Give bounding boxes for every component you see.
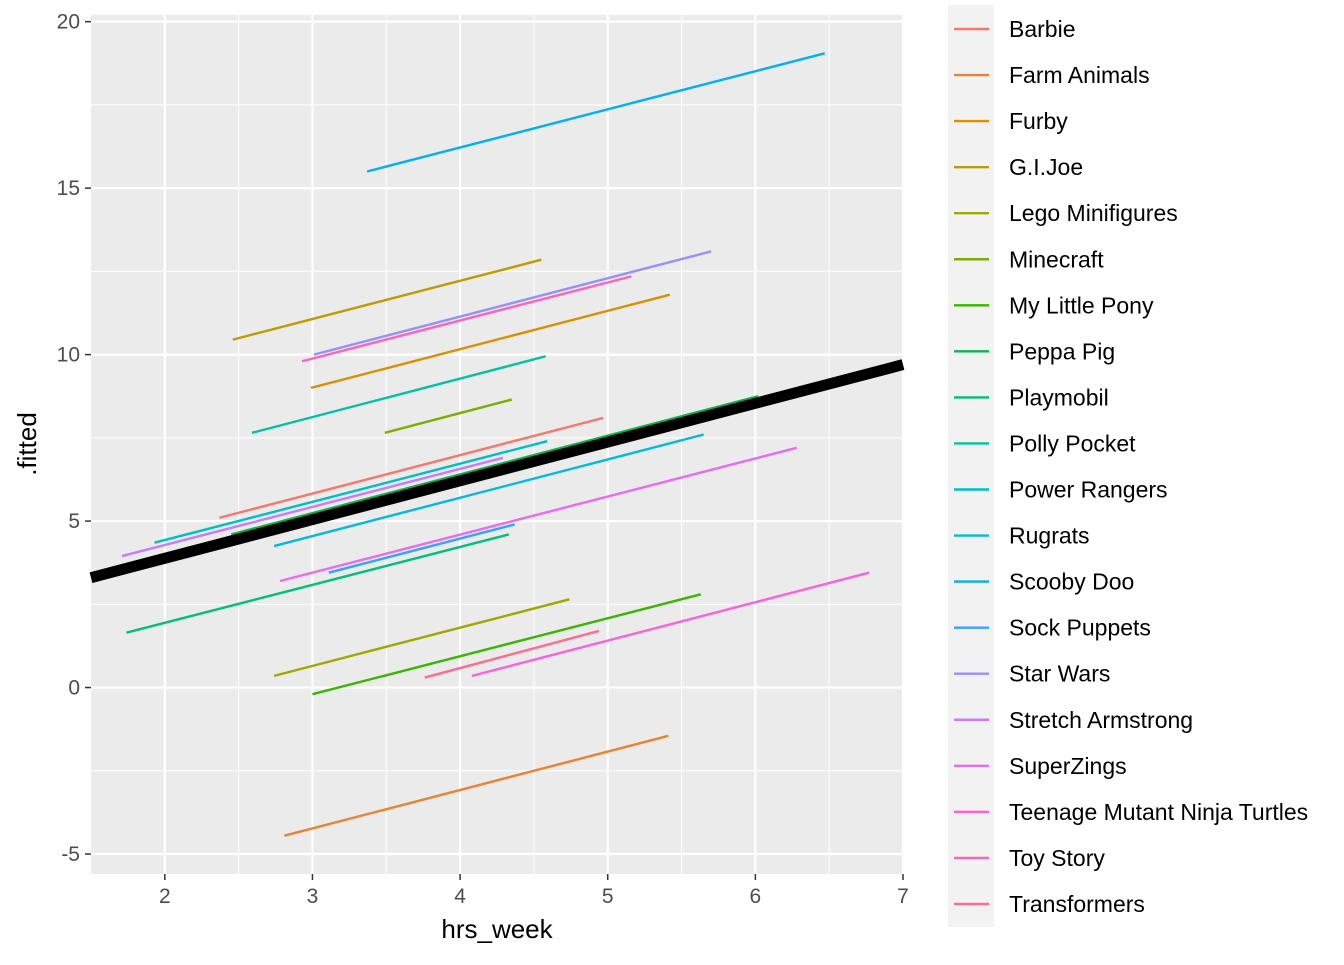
x-tick-label: 5 [602, 885, 614, 908]
legend-item: Minecraft [954, 246, 1104, 272]
series-line-superzings [279, 446, 798, 583]
series-layer [89, 52, 905, 837]
x-tick-label: 6 [750, 885, 762, 908]
y-tick-label: 5 [68, 510, 80, 533]
legend-item: G.I.Joe [954, 154, 1083, 180]
legend-label: Peppa Pig [1009, 338, 1115, 364]
series-line-farm-animals [284, 734, 669, 837]
legend-background [948, 5, 994, 927]
legend: Barbie Farm Animals Furby G.I.Joe Lego Minif… [954, 16, 1308, 917]
legend-label: Star Wars [1009, 661, 1110, 687]
series-line-power-rangers [154, 440, 548, 544]
y-tick-label: 0 [68, 677, 80, 700]
legend-item: Rugrats [954, 523, 1090, 549]
series-line-lego-minifigures [273, 598, 570, 678]
series-line-polly-pocket [251, 355, 547, 435]
series-line-playmobil [126, 533, 510, 634]
legend-item: Lego Minifigures [954, 200, 1178, 226]
legend-item: Barbie [954, 16, 1075, 42]
legend-item: Power Rangers [954, 477, 1168, 503]
series-line-sock-puppets [328, 523, 516, 574]
legend-item: Star Wars [954, 661, 1110, 687]
y-tick-label: 20 [57, 11, 80, 34]
legend-label: Power Rangers [1009, 477, 1168, 503]
legend-item: Playmobil [954, 384, 1109, 410]
series-line-stretch-armstrong [121, 456, 504, 558]
x-tick-label: 2 [159, 885, 171, 908]
legend-label: Furby [1009, 108, 1068, 134]
y-tick-label: -5 [61, 843, 80, 866]
legend-item: Toy Story [954, 845, 1105, 871]
legend-item: Transformers [954, 891, 1145, 917]
legend-item: Polly Pocket [954, 430, 1136, 456]
legend-item: Sock Puppets [954, 615, 1151, 641]
legend-label: Barbie [1009, 16, 1075, 42]
legend-label: G.I.Joe [1009, 154, 1083, 180]
legend-label: Minecraft [1009, 246, 1104, 272]
series-line-furby [310, 293, 671, 390]
legend-label: Transformers [1009, 891, 1145, 917]
legend-label: Stretch Armstrong [1009, 707, 1193, 733]
legend-label: Sock Puppets [1009, 615, 1151, 641]
legend-label: Scooby Doo [1009, 569, 1134, 595]
legend-item: SuperZings [954, 753, 1127, 779]
legend-label: My Little Pony [1009, 292, 1154, 318]
legend-label: SuperZings [1009, 753, 1127, 779]
legend-item: Teenage Mutant Ninja Turtles [954, 799, 1308, 825]
x-tick-label: 4 [454, 885, 466, 908]
legend-item: Farm Animals [954, 62, 1150, 88]
x-axis-title: hrs_week [441, 914, 553, 944]
y-tick-label: 10 [57, 344, 80, 367]
series-line-toy-story [301, 275, 632, 363]
series-line-peppa-pig [230, 395, 759, 536]
y-axis-title: .fitted [12, 412, 42, 476]
series-line-star-wars [313, 250, 712, 356]
legend-label: Playmobil [1009, 384, 1109, 410]
legend-label: Farm Animals [1009, 62, 1150, 88]
legend-label: Rugrats [1009, 523, 1090, 549]
series-line-barbie [219, 416, 604, 519]
series-line-g-i-joe [232, 258, 542, 341]
y-tick-label: 15 [57, 177, 80, 200]
series-line-minecraft [384, 398, 513, 435]
series-line-rugrats [273, 433, 704, 548]
series-line-scooby-doo [366, 52, 826, 173]
grid-layer [91, 15, 905, 874]
legend-item: My Little Pony [954, 292, 1154, 318]
series-line-teenage-mutant-ninja-turtles [471, 571, 870, 678]
legend-label: Toy Story [1009, 845, 1105, 871]
x-tick-label: 3 [307, 885, 319, 908]
series-line-my-little-pony [312, 593, 702, 696]
legend-item: Furby [954, 108, 1068, 134]
series-line-transformers [424, 629, 600, 679]
overall-fit-line [89, 359, 905, 583]
legend-item: Stretch Armstrong [954, 707, 1193, 733]
legend-item: Scooby Doo [954, 569, 1134, 595]
legend-label: Teenage Mutant Ninja Turtles [1009, 799, 1308, 825]
legend-label: Polly Pocket [1009, 430, 1136, 456]
x-tick-label: 7 [897, 885, 909, 908]
axis-layer: 2 3 4 5 6 7 -5 0 5 10 15 20 [57, 11, 909, 908]
legend-item: Peppa Pig [954, 338, 1115, 364]
legend-label: Lego Minifigures [1009, 200, 1178, 226]
